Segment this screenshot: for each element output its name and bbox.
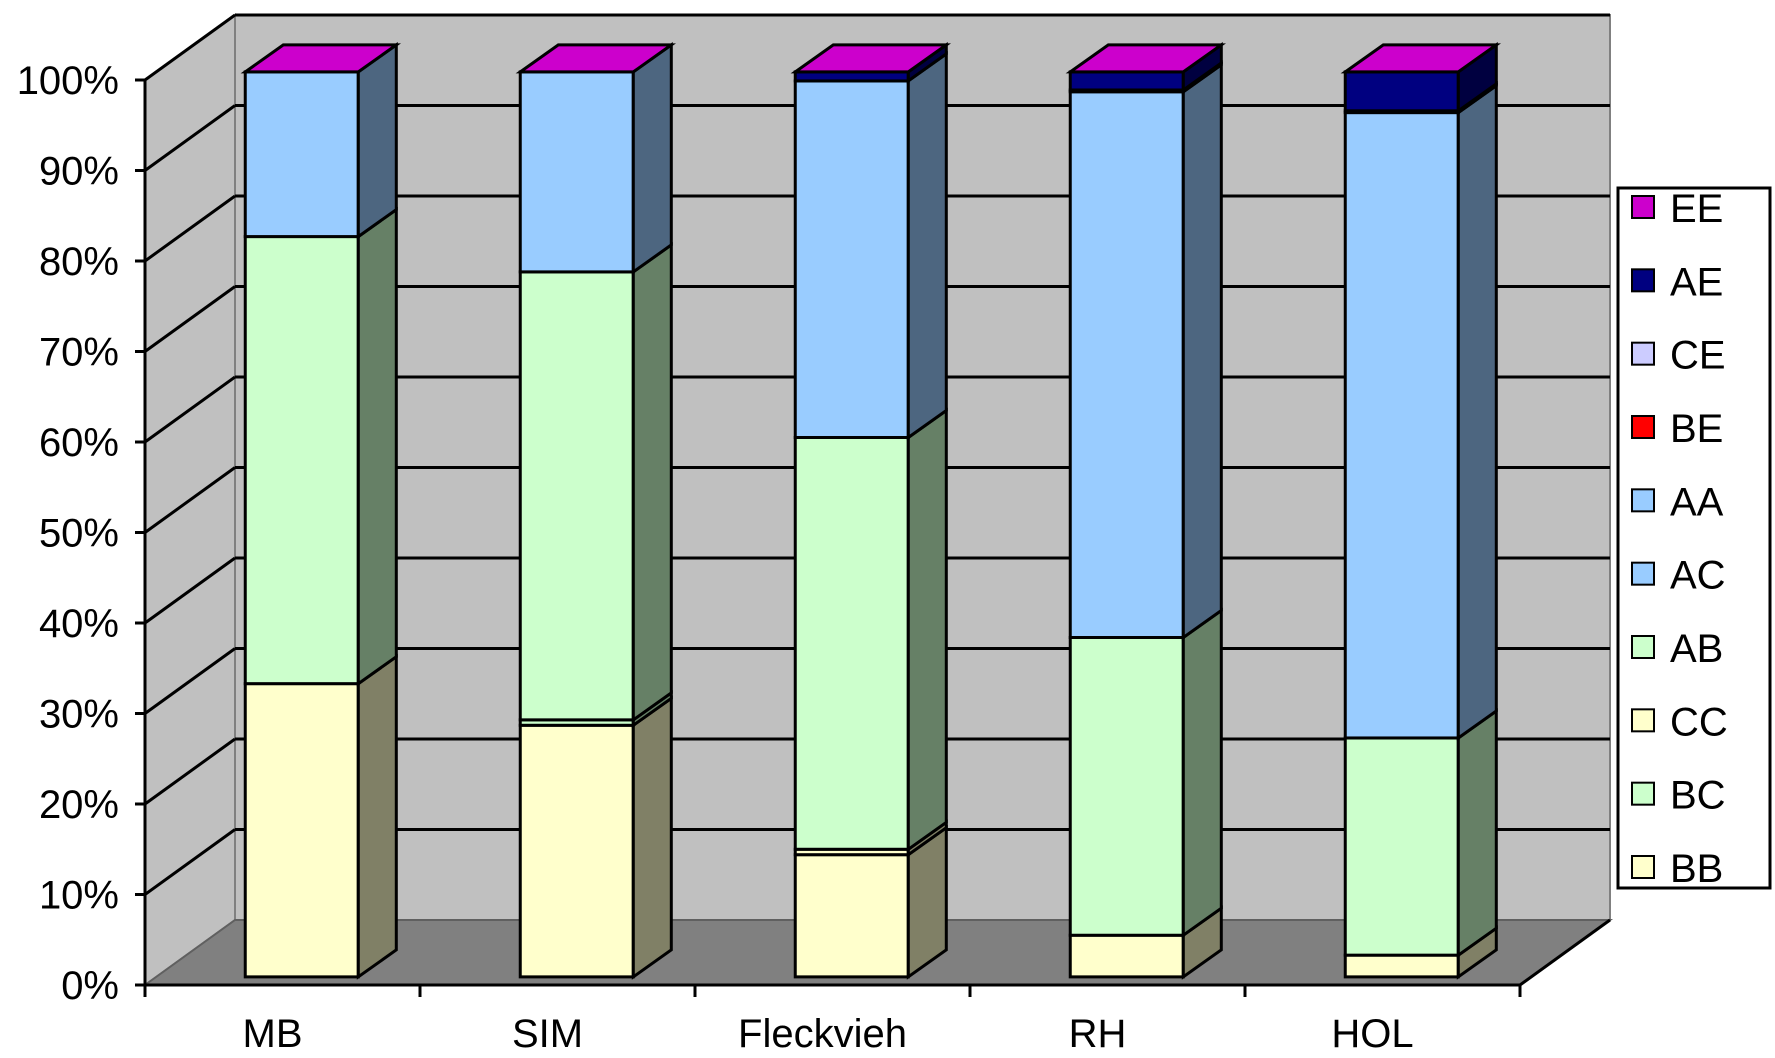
bar-segment-bb <box>1343 953 1460 979</box>
bar-side-bb <box>631 695 673 980</box>
legend-swatch-bb <box>1631 855 1655 879</box>
y-tick-label: 70% <box>39 331 119 375</box>
legend-label-ee: EE <box>1670 187 1723 231</box>
floor-edge <box>1519 918 1611 987</box>
legend-label-ac: AC <box>1670 554 1726 598</box>
bar-segment-ab <box>793 435 910 851</box>
x-tick-label: Fleckvieh <box>738 1012 907 1056</box>
legend-swatch-be <box>1631 415 1655 439</box>
bars <box>240 41 1502 980</box>
bar-top-mb <box>240 43 402 74</box>
legend-swatch-ee <box>1631 195 1655 219</box>
legend-swatch-aa <box>1631 488 1655 513</box>
gridline-diagonal <box>144 647 236 715</box>
legend-label-aa: AA <box>1670 480 1724 524</box>
gridline-diagonal <box>144 375 236 444</box>
bar-side-aa <box>356 41 398 240</box>
x-tick-label: SIM <box>512 1012 583 1056</box>
gridline-diagonal <box>144 194 236 263</box>
bar-segment-aa <box>1068 90 1185 640</box>
gridline-diagonal <box>144 737 236 806</box>
y-tick-label: 50% <box>39 512 119 556</box>
legend: EE AE CE BE AA AC AB CC BC BB <box>1616 186 1772 891</box>
axes <box>135 78 1611 997</box>
y-tick-label: 40% <box>39 602 119 646</box>
legend-label-bb: BB <box>1670 847 1723 891</box>
bar-segment-aa <box>243 70 360 239</box>
bar-segment-ab <box>518 270 635 722</box>
bar-side-aa <box>1181 61 1223 641</box>
bar-segment-ab <box>1068 636 1185 937</box>
gridline-diagonal <box>144 828 236 896</box>
y-tick-label: 20% <box>39 783 119 827</box>
bar-side-aa <box>631 41 673 275</box>
gridline-diagonal <box>144 104 236 172</box>
legend-box <box>1616 186 1772 890</box>
bar-top-fleckvieh <box>790 43 952 74</box>
x-tick-label: HOL <box>1331 1012 1413 1056</box>
legend-label-ae: AE <box>1670 260 1723 304</box>
gridline-diagonal <box>144 556 236 625</box>
bar-segment-bb <box>793 853 910 979</box>
y-tick-label: 0% <box>61 964 119 1008</box>
legend-swatch-ce <box>1631 341 1655 366</box>
legend-label-be: BE <box>1670 407 1723 451</box>
x-tick-label: RH <box>1069 1012 1127 1056</box>
bar-side-aa <box>1456 82 1498 741</box>
gridline-diagonal <box>144 466 236 534</box>
gridline-diagonal <box>144 13 236 82</box>
bar-side-ab <box>631 241 673 723</box>
bar-side-ab <box>356 206 398 687</box>
y-tick-label: 90% <box>39 150 119 194</box>
x-tick-label: MB <box>243 1012 303 1056</box>
bar-segment-ae <box>1068 70 1185 92</box>
bar-segment-ab <box>1343 736 1460 957</box>
bar-side-ab <box>1456 708 1498 959</box>
legend-label-cc: CC <box>1670 700 1728 744</box>
bar-side-ab <box>906 407 948 853</box>
bar-side-aa <box>906 50 948 441</box>
bar-segment-bb <box>243 682 360 979</box>
legend-swatch-bc <box>1631 781 1655 806</box>
legend-label-bc: BC <box>1670 774 1726 818</box>
y-tick-label: 10% <box>39 874 119 918</box>
y-tick-label: 100% <box>17 59 119 103</box>
bar-top-sim <box>515 43 677 74</box>
bar-side-bb <box>356 653 398 980</box>
bar-top-hol <box>1340 43 1502 74</box>
y-tick-label: 30% <box>39 693 119 737</box>
legend-label-ce: CE <box>1670 334 1726 378</box>
bar-segment-aa <box>518 70 635 274</box>
y-tick-label: 60% <box>39 421 119 465</box>
gridline-diagonal <box>144 285 236 353</box>
legend-swatch-cc <box>1631 708 1655 733</box>
bar-segment-aa <box>793 79 910 439</box>
bar-segment-bb <box>518 723 635 979</box>
y-tick-label: 80% <box>39 240 119 284</box>
bar-segment-bb <box>1068 933 1185 979</box>
legend-swatch-ab <box>1631 635 1655 659</box>
bar-segment-ab <box>243 235 360 686</box>
bar-top-rh <box>1065 43 1227 74</box>
bar-segment-aa <box>1343 111 1460 740</box>
x-tick-labels: MB SIM Fleckvieh RH HOL <box>243 1012 1414 1056</box>
legend-label-ab: AB <box>1670 627 1723 671</box>
y-tick-labels: 0% 10% 20% 30% 40% 50% 60% 70% 80% 90% 100% <box>17 59 119 1008</box>
bar-side-ab <box>1181 607 1223 939</box>
bar-segment-ae <box>1343 70 1460 113</box>
legend-swatch-ac <box>1631 561 1655 586</box>
legend-swatch-ae <box>1631 268 1655 293</box>
